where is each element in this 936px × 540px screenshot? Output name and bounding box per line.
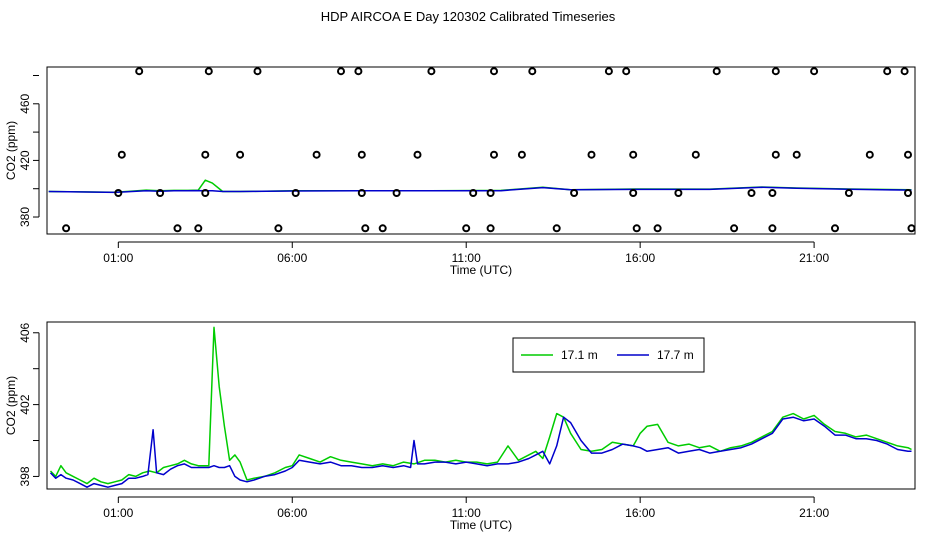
- x-tick-label: 06:00: [277, 251, 307, 265]
- data-point: [712, 67, 721, 76]
- data-point: [771, 67, 780, 76]
- data-point: [810, 67, 819, 76]
- data-point: [462, 224, 471, 233]
- x-tick-label: 21:00: [799, 506, 829, 520]
- data-point: [427, 67, 436, 76]
- data-point: [629, 189, 638, 197]
- data-point: [907, 224, 916, 233]
- data-point: [747, 189, 756, 197]
- x-tick-label: 11:00: [452, 506, 481, 520]
- data-point: [632, 224, 641, 233]
- legend-entry: 17.7 m: [657, 348, 694, 362]
- data-point: [730, 224, 739, 233]
- data-point: [900, 67, 909, 76]
- data-point: [201, 189, 210, 197]
- data-point: [361, 224, 370, 233]
- data-point: [653, 224, 662, 233]
- chart-panel-2: 01:00 06:00 11:00 16:00 21:00 Time (UTC) 398 40…: [4, 321, 916, 532]
- data-point: [312, 150, 321, 159]
- y-tick-label: 380: [18, 207, 32, 227]
- data-point: [768, 224, 777, 233]
- data-point: [486, 224, 495, 233]
- data-point: [865, 150, 874, 159]
- x-tick-label: 16:00: [625, 506, 655, 520]
- legend-entry: 17.1 m: [561, 348, 598, 362]
- data-point: [629, 150, 638, 159]
- y-tick-label: 406: [18, 322, 32, 342]
- data-point: [173, 224, 182, 233]
- data-point: [117, 150, 126, 159]
- data-point: [768, 189, 777, 197]
- data-point: [904, 150, 912, 159]
- y-axis-label: CO2 (ppm): [4, 121, 18, 180]
- y-tick-label: 460: [18, 93, 32, 113]
- data-point: [337, 67, 345, 76]
- data-point: [291, 189, 300, 197]
- x-tick-label: 06:00: [277, 506, 307, 520]
- plot-frame: [46, 66, 916, 235]
- data-point: [570, 189, 579, 197]
- data-point: [135, 67, 144, 76]
- data-point: [469, 189, 478, 197]
- data-point: [904, 189, 912, 197]
- data-point: [236, 150, 245, 159]
- data-point: [274, 224, 283, 233]
- data-point: [528, 67, 537, 76]
- series-line-blue: [49, 416, 912, 488]
- data-point: [114, 189, 123, 197]
- x-axis-label: Time (UTC): [450, 263, 512, 277]
- y-tick-label: 402: [18, 394, 32, 414]
- x-axis-label: Time (UTC): [450, 518, 512, 532]
- data-point: [392, 189, 401, 197]
- y-tick-label: 398: [18, 466, 32, 486]
- data-point: [604, 67, 613, 76]
- page-title: HDP AIRCOA E Day 120302 Calibrated Times…: [320, 9, 616, 24]
- data-point: [413, 150, 422, 159]
- data-point: [486, 189, 495, 197]
- data-point: [674, 189, 683, 197]
- data-point: [357, 189, 366, 197]
- data-point: [622, 67, 631, 76]
- data-point: [204, 67, 213, 76]
- data-point: [792, 150, 801, 159]
- data-point: [490, 150, 498, 159]
- data-point: [691, 150, 700, 159]
- legend: 17.1 m 17.7 m: [512, 337, 705, 373]
- data-point: [587, 150, 596, 159]
- plot-frame: [46, 321, 916, 490]
- data-point: [771, 150, 780, 159]
- data-point: [194, 224, 203, 233]
- data-point: [490, 67, 498, 76]
- data-point: [354, 67, 363, 76]
- data-point: [517, 150, 526, 159]
- series-line-green: [49, 326, 912, 485]
- data-point: [156, 189, 165, 197]
- data-point: [253, 67, 262, 76]
- x-tick-label: 21:00: [799, 251, 829, 265]
- x-tick-label: 01:00: [103, 506, 133, 520]
- y-tick-label: 420: [18, 150, 32, 170]
- data-point: [831, 224, 839, 233]
- data-point: [201, 150, 210, 159]
- data-point: [357, 150, 366, 159]
- y-axis-label: CO2 (ppm): [4, 376, 18, 435]
- data-point: [844, 189, 853, 197]
- x-tick-label: 11:00: [452, 251, 481, 265]
- data-point: [883, 67, 892, 76]
- x-tick-label: 16:00: [625, 251, 655, 265]
- chart-panel-1: 01:00 06:00 11:00 16:00 21:00 Time (UTC) 380 42…: [4, 66, 916, 277]
- data-point: [378, 224, 387, 233]
- x-tick-label: 01:00: [103, 251, 133, 265]
- data-point: [62, 224, 71, 233]
- data-point: [552, 224, 561, 233]
